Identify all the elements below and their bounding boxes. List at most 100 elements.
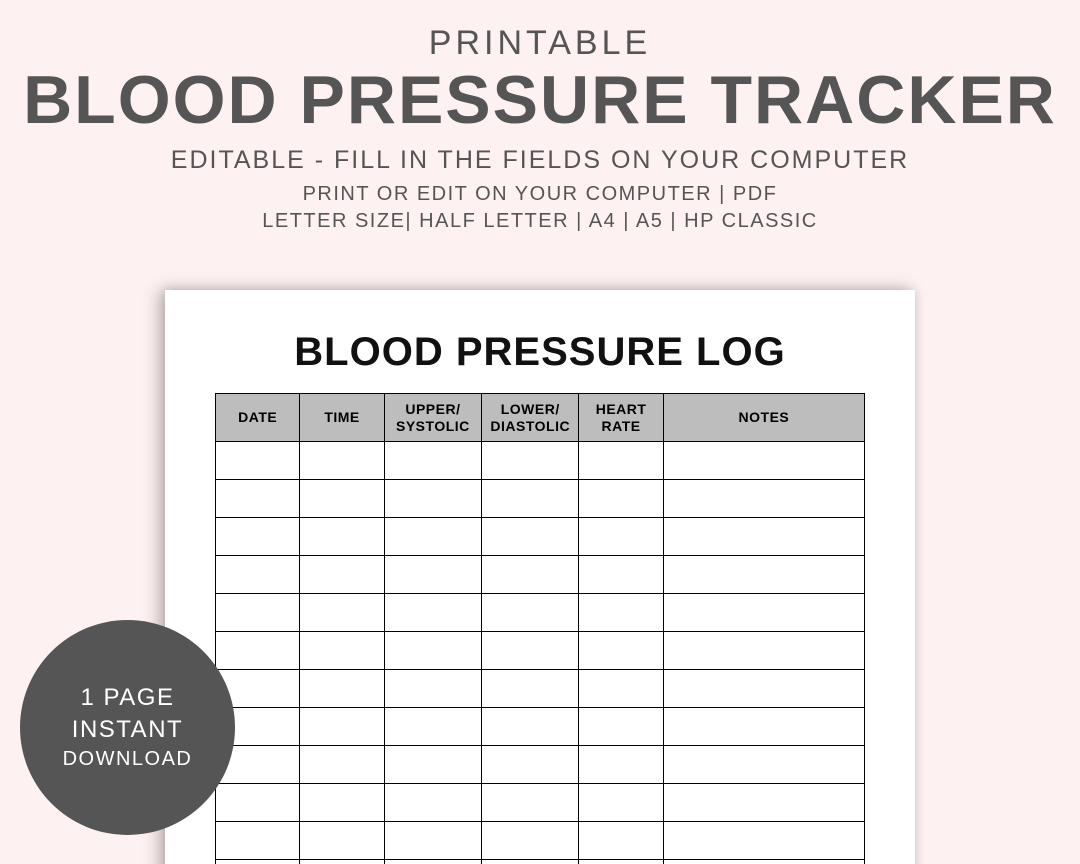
table-header-row: DATETIMEUPPER/SYSTOLICLOWER/DIASTOLICHEA… [216, 394, 865, 442]
download-badge: 1 PAGE INSTANT DOWNLOAD [20, 620, 235, 835]
table-cell [384, 860, 481, 864]
table-cell [579, 708, 663, 746]
table-cell [663, 518, 864, 556]
table-cell [663, 480, 864, 518]
table-cell [216, 822, 300, 860]
table-cell [579, 860, 663, 864]
blood-pressure-table: DATETIMEUPPER/SYSTOLICLOWER/DIASTOLICHEA… [215, 393, 865, 864]
table-cell [482, 632, 579, 670]
table-row [216, 746, 865, 784]
detail-line-1: PRINT OR EDIT ON YOUR COMPUTER | PDF [0, 183, 1080, 206]
table-cell [300, 442, 384, 480]
table-cell [663, 822, 864, 860]
table-cell [663, 746, 864, 784]
table-cell [482, 480, 579, 518]
table-cell [579, 784, 663, 822]
table-cell [216, 784, 300, 822]
table-cell [384, 708, 481, 746]
table-cell [216, 860, 300, 864]
table-cell [300, 746, 384, 784]
table-column-header: HEARTRATE [579, 394, 663, 442]
table-cell [579, 670, 663, 708]
table-cell [482, 556, 579, 594]
table-cell [663, 708, 864, 746]
table-cell [300, 670, 384, 708]
badge-line-1: 1 PAGE [81, 682, 175, 714]
table-cell [663, 632, 864, 670]
table-row [216, 632, 865, 670]
table-cell [216, 594, 300, 632]
table-cell [482, 518, 579, 556]
table-cell [216, 442, 300, 480]
table-row [216, 670, 865, 708]
table-row [216, 518, 865, 556]
table-row [216, 442, 865, 480]
table-cell [663, 784, 864, 822]
table-column-header: DATE [216, 394, 300, 442]
pretitle-text: PRINTABLE [0, 24, 1080, 63]
table-cell [384, 556, 481, 594]
table-row [216, 822, 865, 860]
table-row [216, 784, 865, 822]
table-row [216, 480, 865, 518]
table-cell [663, 442, 864, 480]
table-cell [384, 594, 481, 632]
table-cell [384, 746, 481, 784]
table-cell [482, 860, 579, 864]
table-cell [216, 556, 300, 594]
table-cell [216, 480, 300, 518]
table-cell [579, 594, 663, 632]
promo-header: PRINTABLE BLOOD PRESSURE TRACKER EDITABL… [0, 0, 1080, 233]
table-cell [300, 632, 384, 670]
table-cell [300, 784, 384, 822]
table-cell [384, 822, 481, 860]
table-cell [384, 670, 481, 708]
table-column-header: LOWER/DIASTOLIC [482, 394, 579, 442]
detail-line-2: LETTER SIZE| HALF LETTER | A4 | A5 | HP … [0, 210, 1080, 233]
table-cell [216, 632, 300, 670]
table-cell [482, 746, 579, 784]
table-cell [482, 708, 579, 746]
table-column-header: UPPER/SYSTOLIC [384, 394, 481, 442]
table-cell [300, 822, 384, 860]
table-cell [300, 556, 384, 594]
badge-line-3: DOWNLOAD [63, 746, 193, 773]
table-row [216, 708, 865, 746]
table-row [216, 860, 865, 864]
table-cell [482, 594, 579, 632]
table-cell [384, 518, 481, 556]
table-cell [384, 784, 481, 822]
table-cell [300, 518, 384, 556]
table-cell [663, 670, 864, 708]
table-column-header: TIME [300, 394, 384, 442]
table-cell [579, 632, 663, 670]
table-cell [482, 670, 579, 708]
document-title: BLOOD PRESSURE LOG [215, 330, 865, 375]
table-cell [482, 822, 579, 860]
table-cell [300, 594, 384, 632]
table-column-header: NOTES [663, 394, 864, 442]
table-cell [384, 442, 481, 480]
table-cell [663, 860, 864, 864]
badge-line-2: INSTANT [72, 714, 183, 746]
table-cell [384, 632, 481, 670]
table-cell [579, 822, 663, 860]
table-cell [300, 860, 384, 864]
table-cell [663, 556, 864, 594]
table-cell [300, 480, 384, 518]
table-cell [579, 556, 663, 594]
table-cell [579, 442, 663, 480]
table-cell [482, 442, 579, 480]
document-preview: BLOOD PRESSURE LOG DATETIMEUPPER/SYSTOLI… [165, 290, 915, 864]
table-row [216, 556, 865, 594]
table-cell [384, 480, 481, 518]
table-cell [663, 594, 864, 632]
table-cell [300, 708, 384, 746]
table-cell [579, 480, 663, 518]
table-cell [579, 518, 663, 556]
subtitle-text: EDITABLE - FILL IN THE FIELDS ON YOUR CO… [0, 146, 1080, 175]
table-row [216, 594, 865, 632]
main-title-text: BLOOD PRESSURE TRACKER [0, 65, 1080, 136]
table-cell [579, 746, 663, 784]
table-cell [216, 518, 300, 556]
